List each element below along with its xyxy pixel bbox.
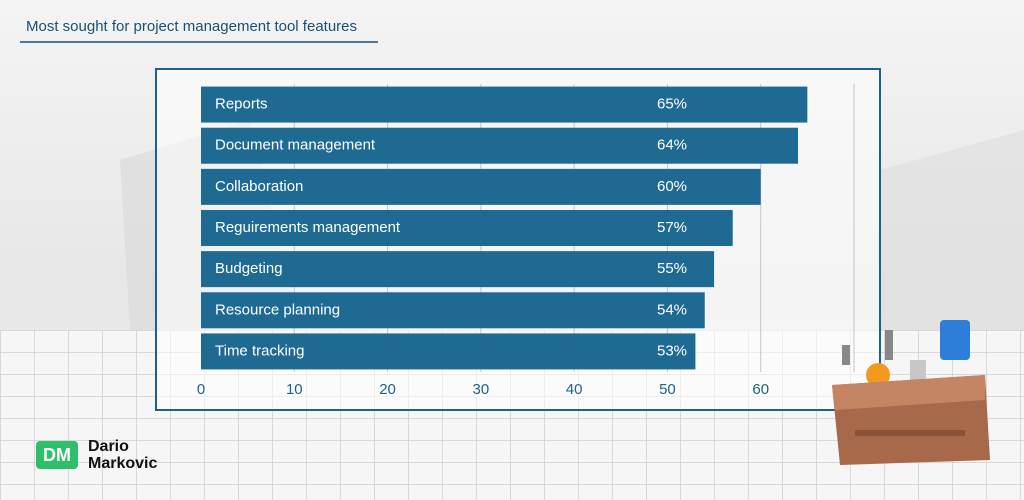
- value-label: 53%: [657, 342, 687, 359]
- value-label: 65%: [657, 96, 687, 113]
- bar-label: Resource planning: [215, 301, 340, 318]
- logo-badge: [36, 441, 78, 469]
- x-tick-label: 10: [286, 381, 303, 398]
- x-tick-label: 50: [659, 381, 676, 398]
- bar-label: Budgeting: [215, 260, 283, 277]
- value-label: 60%: [657, 178, 687, 195]
- chart-title: Most sought for project management tool …: [26, 18, 357, 35]
- toolbox-illustration: [832, 320, 990, 465]
- value-label: 57%: [657, 219, 687, 236]
- x-tick-label: 30: [473, 381, 490, 398]
- bar-label: Collaboration: [215, 178, 303, 195]
- brand-name: Dario: [88, 438, 129, 455]
- bar: [201, 86, 808, 123]
- brand-name: Markovic: [88, 455, 157, 472]
- x-tick-label: 0: [197, 381, 205, 398]
- bar: [201, 251, 715, 288]
- bar-label: Reports: [215, 96, 268, 113]
- x-tick-label: 20: [379, 381, 396, 398]
- decor-block: [880, 130, 1024, 330]
- bar: [201, 292, 705, 329]
- value-label: 55%: [657, 260, 687, 277]
- value-label: 54%: [657, 301, 687, 318]
- bar: [201, 127, 799, 164]
- x-tick-label: 40: [566, 381, 583, 398]
- bar: [201, 333, 696, 370]
- bar-label: Time tracking: [215, 342, 304, 359]
- bar-label: Reguirements management: [215, 219, 401, 236]
- x-tick-label: 60: [752, 381, 769, 398]
- value-label: 64%: [657, 137, 687, 154]
- bar-label: Document management: [215, 137, 376, 154]
- logo-text: DM: [43, 445, 71, 465]
- plot: 0 10 20 30 40 50 60 Reports 65% Document manageme…: [197, 84, 855, 398]
- bar: [201, 210, 733, 246]
- bar: [201, 168, 761, 205]
